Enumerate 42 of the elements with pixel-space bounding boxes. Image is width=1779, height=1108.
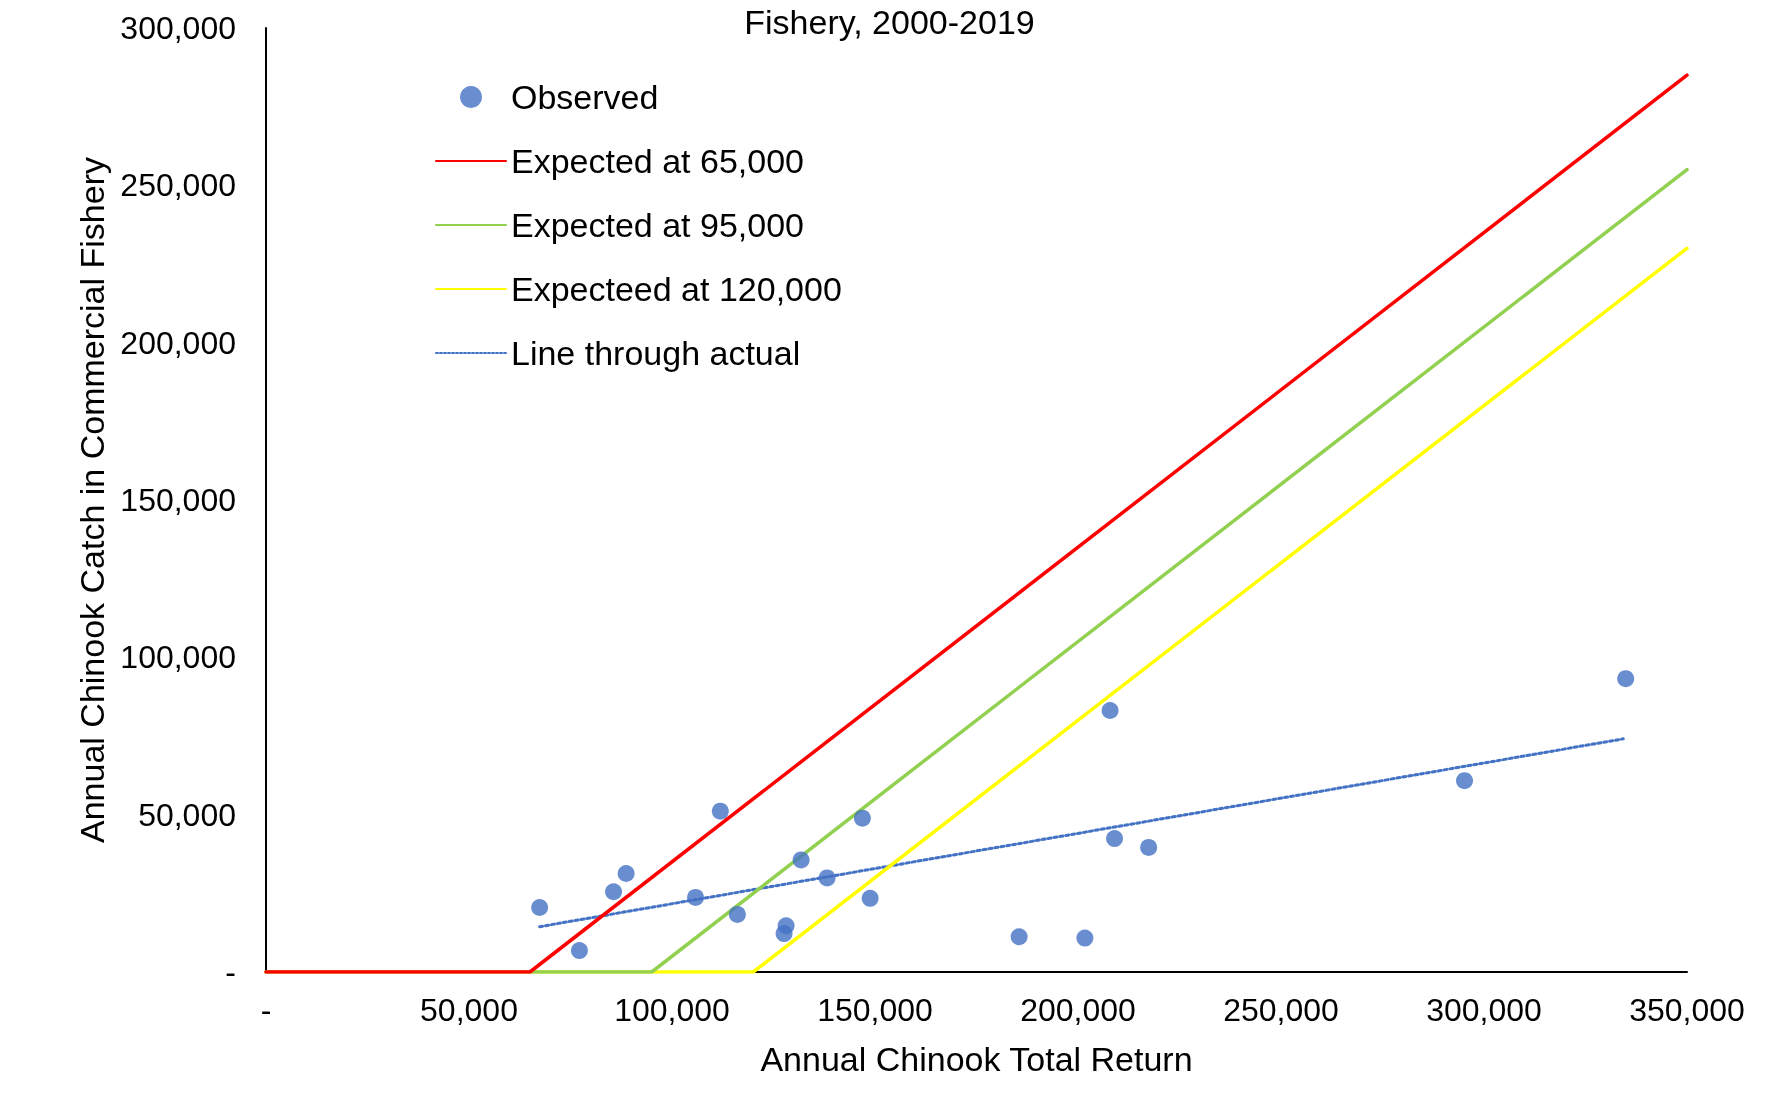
legend-label: Expected at 95,000 — [511, 206, 805, 244]
point — [728, 905, 746, 923]
point — [711, 802, 729, 820]
point — [1010, 928, 1028, 946]
y-tick-label: 200,000 — [120, 324, 236, 361]
y-tick-label: 50,000 — [138, 796, 236, 833]
legend-label: Expecteed at 120,000 — [511, 270, 842, 308]
point — [605, 883, 623, 901]
x-tick-label: 50,000 — [420, 992, 518, 1028]
y-tick-label: 100,000 — [120, 639, 236, 676]
x-axis-title: Annual Chinook Total Return — [760, 1040, 1193, 1078]
point — [1140, 838, 1158, 856]
legend-label: Line through actual — [511, 334, 801, 372]
x-tick-label: 250,000 — [1223, 992, 1339, 1028]
x-tick-label: 300,000 — [1426, 992, 1542, 1028]
point — [687, 888, 705, 906]
point — [1617, 670, 1635, 688]
point — [617, 865, 635, 882]
y-tick-label: 300,000 — [120, 10, 236, 46]
x-tick-label: 100,000 — [614, 992, 730, 1028]
point — [792, 851, 810, 869]
point — [1076, 929, 1094, 947]
point — [818, 869, 836, 887]
x-tick-label: 350,000 — [1629, 992, 1745, 1028]
x-tick-label: - — [260, 992, 272, 1028]
x-tick-label: 150,000 — [817, 992, 933, 1028]
point — [853, 809, 871, 827]
y-axis-title: Annual Chinook Catch in Commercial Fishery — [73, 157, 112, 843]
point — [861, 889, 879, 907]
y-tick-label: 150,000 — [120, 482, 236, 518]
point — [1456, 772, 1474, 790]
point — [1101, 702, 1119, 720]
point — [531, 899, 549, 916]
point — [1106, 830, 1124, 848]
x-tick-label: 200,000 — [1020, 992, 1136, 1028]
point — [570, 942, 588, 960]
y-tick-label: 250,000 — [120, 167, 236, 204]
legend-label: Observed — [511, 78, 659, 116]
chart-title: Fishery, 2000-2019 — [744, 3, 1035, 41]
point — [775, 925, 793, 943]
legend-label: Expected at 65,000 — [511, 142, 805, 180]
y-tick-label: - — [225, 954, 236, 990]
